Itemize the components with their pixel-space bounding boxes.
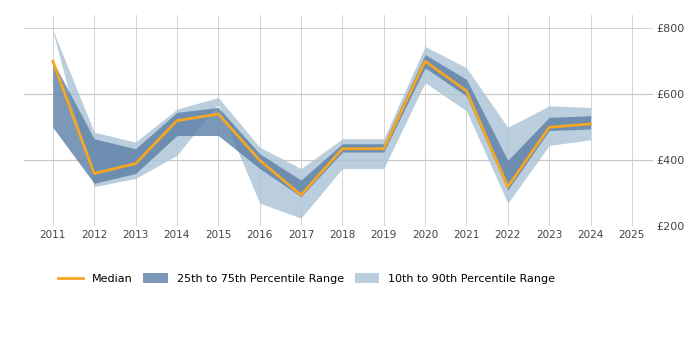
Legend: Median, 25th to 75th Percentile Range, 10th to 90th Percentile Range: Median, 25th to 75th Percentile Range, 1… [54,269,560,288]
